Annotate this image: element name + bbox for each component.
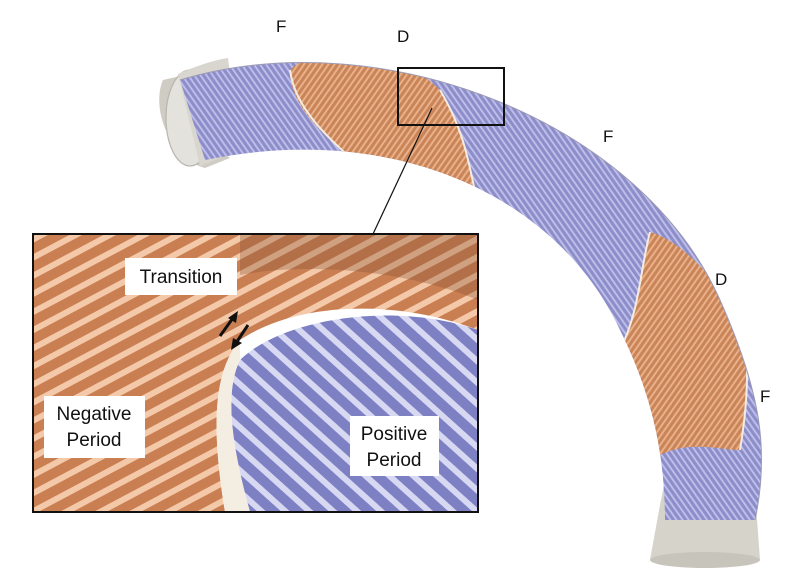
label-right-f: F — [603, 127, 613, 146]
callout-negative-period: Negative Period — [44, 396, 145, 458]
callout-positive-line2: Period — [367, 450, 422, 471]
callout-positive-period: Positive Period — [350, 416, 439, 476]
callout-transition-text: Transition — [140, 267, 223, 288]
callout-positive-line1: Positive — [361, 424, 428, 445]
label-lower-f: F — [760, 387, 770, 406]
positive-period-region — [231, 316, 478, 512]
label-right-d: D — [715, 270, 727, 289]
callout-negative-line2: Period — [67, 430, 122, 451]
callout-negative-line1: Negative — [57, 404, 132, 425]
label-top-d: D — [397, 27, 409, 46]
callout-transition: Transition — [125, 258, 237, 295]
inset-panel: Transition Negative Period Positive Peri… — [33, 234, 478, 512]
label-top-f: F — [276, 17, 286, 36]
